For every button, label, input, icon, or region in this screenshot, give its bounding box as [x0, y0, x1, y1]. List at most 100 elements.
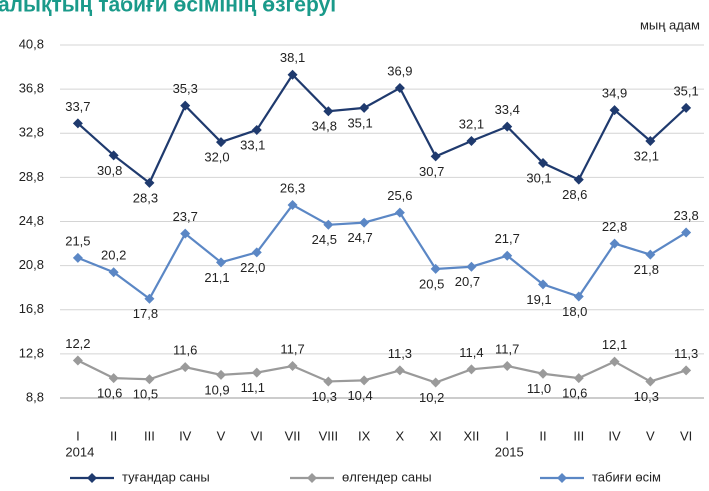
y-tick-label: 36,8 [19, 81, 44, 96]
series-line [77, 73, 687, 185]
data-label: 10,6 [97, 386, 122, 401]
point-marker [251, 124, 262, 135]
point-marker [502, 250, 513, 261]
point-marker [466, 135, 477, 146]
point-marker [609, 238, 620, 249]
data-label: 12,1 [602, 337, 627, 352]
x-group-label: 2014 [65, 444, 94, 459]
point-marker [502, 361, 513, 372]
data-label: 20,5 [419, 276, 444, 291]
point-marker [323, 106, 334, 117]
x-tick-label: IX [358, 428, 371, 443]
data-label: 19,1 [526, 292, 551, 307]
point-marker [645, 135, 656, 146]
x-tick-label: VIII [319, 428, 339, 443]
legend-marker [307, 473, 317, 483]
data-label: 20,7 [455, 274, 480, 289]
x-tick-label: VI [251, 428, 263, 443]
chart-title: алықтың табиғи өсімінің өзгеруі [0, 0, 336, 17]
point-marker [430, 151, 441, 162]
legend-label: туғандар саны [122, 469, 210, 484]
data-label: 11,3 [674, 346, 698, 361]
data-label: 33,4 [495, 102, 520, 117]
data-label: 33,7 [65, 99, 90, 114]
x-tick-label: XII [463, 428, 479, 443]
unit-label: мың адам [640, 17, 700, 32]
data-label: 10,2 [419, 390, 444, 405]
data-label: 11,0 [527, 381, 551, 396]
y-tick-label: 28,8 [19, 169, 44, 184]
data-label: 10,3 [312, 389, 337, 404]
y-tick-label: 8,8 [26, 389, 44, 404]
point-marker [108, 373, 119, 384]
point-marker [323, 219, 334, 230]
point-marker [645, 376, 656, 387]
point-marker [144, 293, 155, 304]
x-group-label: 2015 [495, 444, 524, 459]
point-marker [466, 261, 477, 272]
point-marker [394, 207, 405, 218]
x-tick-label: V [217, 428, 226, 443]
x-tick-label: III [573, 428, 584, 443]
data-label: 32,1 [634, 148, 659, 163]
data-label: 10,5 [133, 387, 158, 402]
data-label: 18,0 [562, 304, 587, 319]
point-marker [502, 121, 513, 132]
y-tick-label: 32,8 [19, 125, 44, 140]
point-marker [72, 118, 83, 129]
point-marker [216, 137, 226, 148]
x-tick-label: V [646, 428, 655, 443]
point-marker [108, 150, 119, 161]
data-label: 11,7 [495, 341, 519, 356]
data-label: 24,7 [347, 230, 372, 245]
data-label: 28,3 [133, 190, 158, 205]
x-tick-label: VI [680, 428, 692, 443]
data-label: 21,8 [634, 262, 659, 277]
point-marker [72, 252, 83, 263]
point-marker [287, 199, 298, 210]
data-label: 23,7 [173, 209, 198, 224]
point-marker [251, 367, 262, 378]
point-marker [573, 174, 584, 185]
data-label: 33,1 [240, 137, 265, 152]
x-tick-label: IV [608, 428, 621, 443]
x-tick-label: I [505, 428, 509, 443]
point-marker [323, 376, 334, 387]
legend-marker [87, 473, 97, 483]
series-line [77, 203, 687, 301]
point-marker [538, 158, 548, 169]
data-label: 30,7 [419, 164, 444, 179]
data-label: 22,8 [602, 219, 627, 234]
point-marker [466, 364, 477, 375]
point-marker [251, 247, 262, 258]
data-label: 32,0 [204, 150, 229, 165]
point-marker [609, 356, 620, 367]
point-marker [394, 83, 405, 94]
point-marker [681, 365, 692, 376]
data-label: 28,6 [562, 187, 587, 202]
data-label: 12,2 [65, 336, 90, 351]
point-marker [108, 267, 119, 278]
point-marker [573, 291, 584, 302]
x-tick-label: VII [285, 428, 301, 443]
point-marker [394, 365, 405, 376]
point-marker [216, 369, 226, 380]
data-label: 11,1 [241, 380, 265, 395]
point-marker [144, 177, 155, 188]
data-label: 34,9 [602, 86, 627, 101]
data-label: 10,9 [204, 382, 229, 397]
data-label: 23,8 [673, 208, 698, 223]
data-label: 22,0 [240, 260, 265, 275]
point-marker [72, 355, 83, 366]
data-label: 20,2 [101, 248, 126, 263]
x-tick-label: I [76, 428, 80, 443]
point-marker [144, 374, 155, 385]
point-marker [359, 102, 370, 113]
data-label: 32,1 [459, 116, 484, 131]
point-marker [681, 227, 692, 238]
legend-marker [557, 473, 567, 483]
x-tick-label: XI [430, 428, 442, 443]
data-label: 21,7 [495, 231, 520, 246]
data-label: 24,5 [312, 232, 337, 247]
